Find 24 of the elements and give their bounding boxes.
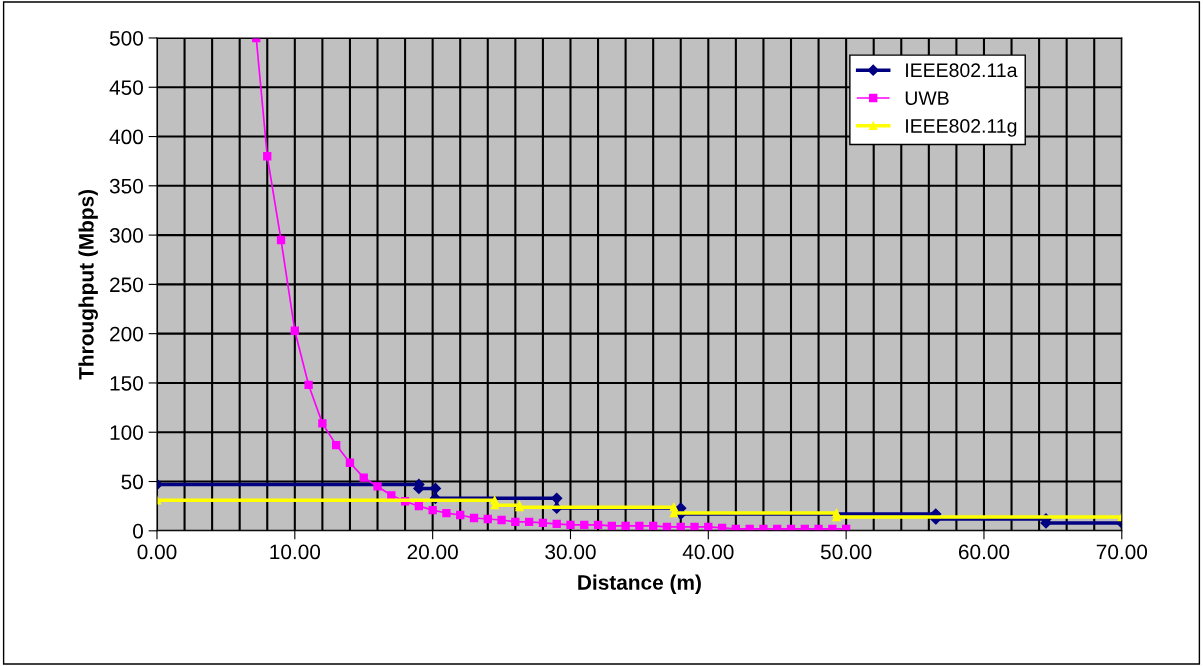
y-tick-label: 50 — [121, 474, 143, 490]
x-tick-label: 50.00 — [820, 544, 872, 560]
y-tick-label: 300 — [109, 228, 143, 243]
y-tick-label: 500 — [109, 30, 143, 46]
x-tick-label: 30.00 — [545, 544, 596, 560]
x-tick-label: 60.00 — [958, 544, 1010, 560]
legend-label: IEEE802.11g — [906, 119, 1017, 137]
y-axis-title: Throughput (Mbps) — [78, 189, 98, 380]
x-tick-label: 10.00 — [270, 544, 321, 560]
y-tick-label: 0 — [133, 523, 143, 539]
x-tick-label: 70.00 — [1096, 544, 1148, 560]
legend-label: UWB — [905, 91, 949, 105]
y-tick-label: 150 — [110, 375, 143, 391]
y-tick-label: 450 — [109, 80, 143, 95]
x-tick-label: 40.00 — [682, 544, 734, 560]
x-tick-label: 20.00 — [407, 544, 458, 560]
x-tick-label: 0.00 — [137, 544, 177, 560]
x-axis-title: Distance (m) — [578, 574, 701, 594]
legend-label: IEEE802.11a — [906, 63, 1018, 78]
y-tick-label: 200 — [110, 326, 143, 342]
y-tick-label: 350 — [109, 178, 143, 194]
y-tick-label: 400 — [109, 129, 143, 145]
y-tick-label: 100 — [110, 425, 143, 440]
y-tick-label: 250 — [110, 277, 143, 293]
